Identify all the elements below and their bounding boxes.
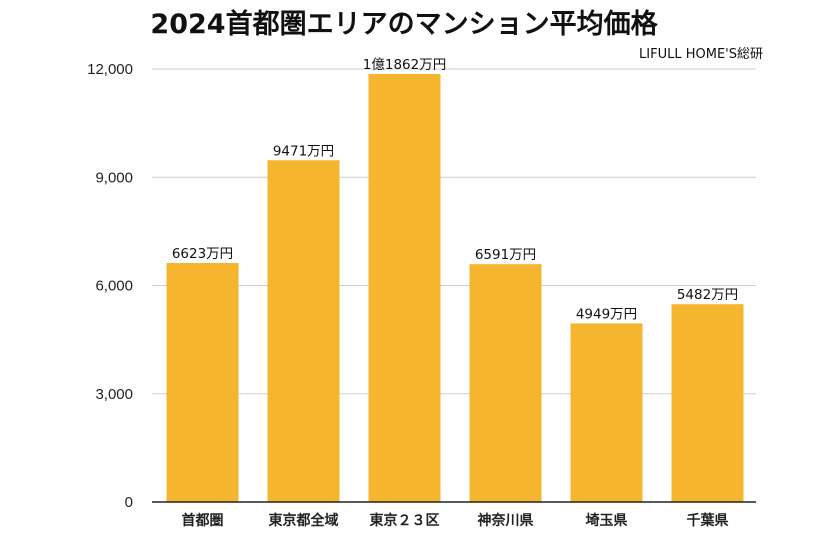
gridlines [152,68,756,395]
x-tick-label: 東京都全域 [269,512,339,529]
bar [267,160,340,502]
data-label: 6623万円 [172,246,233,262]
bar [671,304,744,502]
bar [570,323,643,502]
bars [166,73,744,503]
bar [469,264,542,502]
x-tick-label: 首都圏 [182,512,224,529]
y-tick-label: 0 [125,494,133,511]
data-label: 6591万円 [475,247,536,263]
y-tick-label: 6,000 [95,278,133,295]
x-tick-label: 神奈川県 [478,512,534,529]
chart-title: 2024首都圏エリアのマンション平均価格 [150,8,658,40]
x-tick-label: 東京２３区 [370,512,440,529]
y-tick-label: 3,000 [95,386,133,403]
data-label: 5482万円 [677,287,738,303]
y-tick-label: 12,000 [87,61,133,78]
x-tick-label: 千葉県 [687,512,729,529]
data-label: 1億1862万円 [363,57,446,73]
data-label: 9471万円 [273,143,334,159]
x-tick-label: 埼玉県 [586,512,628,529]
data-label: 4949万円 [576,306,637,322]
bar [166,263,239,502]
bar [368,73,441,503]
source-credit: LIFULL HOME'S総研 [639,47,763,62]
y-tick-label: 9,000 [95,169,133,186]
